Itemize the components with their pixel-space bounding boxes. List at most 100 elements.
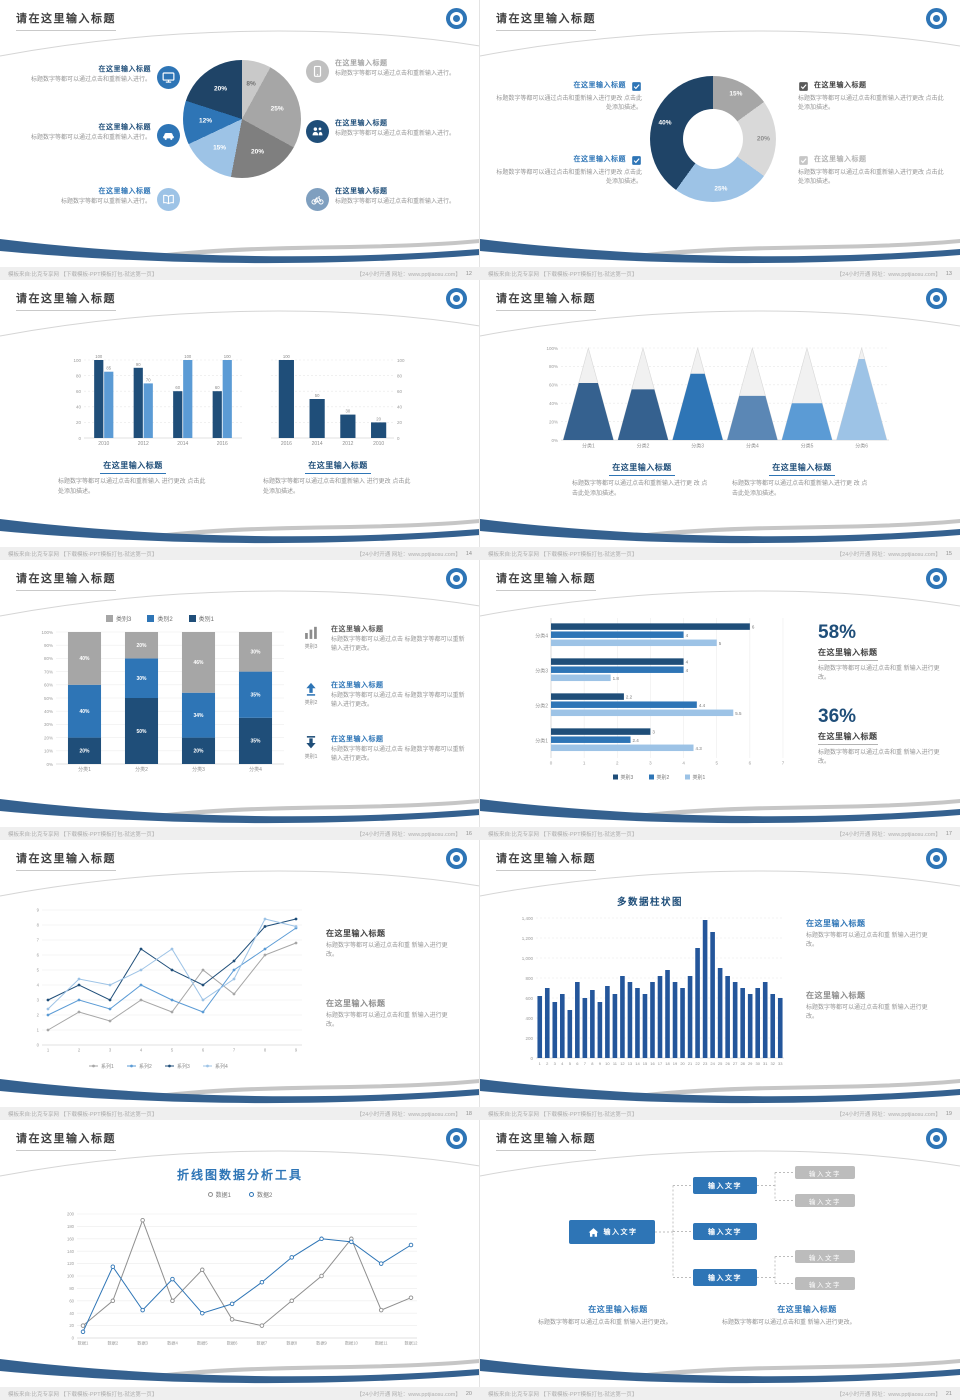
item-title: 在这里输入标题 (335, 188, 388, 195)
svg-text:1,400: 1,400 (522, 916, 534, 921)
svg-text:50%: 50% (44, 696, 53, 701)
org-leaf-box[interactable]: 输入文字 (795, 1250, 855, 1263)
svg-text:70%: 70% (44, 669, 53, 674)
svg-text:23: 23 (703, 1061, 708, 1066)
org-child-box[interactable]: 输入文字 (693, 1223, 757, 1240)
svg-text:4: 4 (686, 633, 689, 638)
block-title: 在这里输入标题 (326, 929, 386, 938)
footer-left-text: 模板来自:比克专享网 【下载模板-PPT模板打包-就这第一页】 (488, 1391, 638, 1398)
slide-footer: 模板来自:比克专享网 【下载模板-PPT模板打包-就这第一页】 【24小时开通 网… (480, 267, 960, 280)
slide-page-14[interactable]: 请在这里输入标题 模板来自:比克专享网 【下载模板-PPT模板打包-就这第一页】 【… (0, 279, 481, 561)
checkbox-icon[interactable] (798, 155, 809, 166)
home-icon (587, 1226, 600, 1239)
svg-text:100: 100 (283, 354, 291, 359)
org-root-box[interactable]: 输入文字 (569, 1220, 655, 1244)
grouped-bar-chart: 0 20 40 60 80 100 100 85 2010 90 70 2012 60 100 2014 60… (58, 350, 248, 450)
slide-title: 请在这里输入标题 (16, 570, 116, 591)
svg-text:5: 5 (719, 641, 722, 646)
slide-title: 请在这里输入标题 (496, 570, 596, 591)
school-logo-icon (926, 1128, 947, 1149)
svg-text:数据8: 数据8 (286, 1340, 297, 1347)
org-box-label: 输入文字 (708, 1182, 742, 1190)
slide-footer: 模板来自:比克专享网 【下载模板-PPT模板打包-就这第一页】 【24小时开通 网… (0, 1107, 480, 1120)
logo-inner-ring (450, 852, 463, 865)
svg-text:0: 0 (37, 1043, 40, 1048)
svg-text:100: 100 (184, 354, 192, 359)
svg-text:30%: 30% (44, 722, 53, 727)
svg-text:5: 5 (37, 968, 40, 973)
svg-text:20%: 20% (549, 419, 558, 424)
block-text: 标题数字等都可以通过点击和重新输入进行更 改 点击此处添加描述。 (572, 481, 708, 497)
svg-text:24: 24 (710, 1061, 715, 1066)
svg-text:140: 140 (67, 1249, 75, 1254)
top-curve-decoration (480, 310, 960, 337)
svg-text:200: 200 (67, 1212, 75, 1217)
item-text: 标题数字等都可以通过点击和重新输入进行。 (335, 131, 456, 137)
svg-text:4: 4 (140, 1048, 143, 1053)
org-leaf-box[interactable]: 输入文字 (795, 1194, 855, 1207)
block-title: 在这里输入标题 (100, 460, 166, 474)
bottom-swoosh-decoration (480, 1359, 960, 1384)
list-item: 在这里输入标题 标题数字等都可以通过点击和重新输入进行更改 点击此处添加描述。 (494, 80, 642, 114)
footer-left-text: 模板来自:比克专享网 【下载模板-PPT模板打包-就这第一页】 (488, 831, 638, 838)
legend-label: 数据1 (215, 1193, 231, 1199)
svg-text:类别2: 类别2 (657, 774, 670, 781)
slide-footer: 模板来自:比克专享网 【下载模板-PPT模板打包-就这第一页】 【24小时开通 网… (0, 1387, 480, 1400)
svg-text:70: 70 (146, 377, 151, 382)
svg-text:19: 19 (673, 1061, 678, 1066)
stat-value: 36% (818, 706, 857, 727)
block-title: 在这里输入标题 (777, 1305, 837, 1314)
slide-page-12[interactable]: 请在这里输入标题 模板来自:比克专享网 【下载模板-PPT模板打包-就这第一页】 【… (0, 0, 481, 281)
org-child-box[interactable]: 输入文字 (693, 1269, 757, 1286)
svg-text:4: 4 (37, 983, 40, 988)
item-title: 在这里输入标题 (814, 156, 867, 163)
slide-page-19[interactable]: 请在这里输入标题 模板来自:比克专享网 【下载模板-PPT模板打包-就这第一页】 【… (479, 839, 960, 1121)
bottom-swoosh-decoration (0, 239, 480, 264)
svg-text:40: 40 (76, 405, 82, 410)
footer-left-text: 模板来自:比克专享网 【下载模板-PPT模板打包-就这第一页】 (8, 1391, 158, 1398)
line-chart: 0 1 2 3 4 5 6 7 8 9 1 2 3 4 5 6 7 8 9 系列1 系列2 系列3 系列4 (20, 904, 310, 1072)
svg-text:0%: 0% (46, 762, 53, 767)
svg-text:7: 7 (584, 1061, 587, 1066)
org-box-label: 输入文字 (708, 1274, 742, 1282)
slide-title: 请在这里输入标题 (496, 10, 596, 31)
svg-text:3: 3 (649, 761, 652, 766)
org-leaf-box[interactable]: 输入文字 (795, 1277, 855, 1290)
checkbox-icon[interactable] (631, 155, 642, 166)
slide-page-18[interactable]: 请在这里输入标题 模板来自:比克专享网 【下载模板-PPT模板打包-就这第一页】 【… (0, 839, 481, 1121)
svg-text:5.5: 5.5 (735, 711, 742, 716)
slide-footer: 模板来自:比克专享网 【下载模板-PPT模板打包-就这第一页】 【24小时开通 网… (0, 547, 480, 560)
svg-text:8: 8 (591, 1061, 594, 1066)
slide-title: 请在这里输入标题 (496, 850, 596, 871)
svg-text:2.4: 2.4 (633, 738, 640, 743)
footer-left-text: 模板来自:比克专享网 【下载模板-PPT模板打包-就这第一页】 (8, 551, 158, 558)
svg-text:34%: 34% (193, 713, 204, 719)
org-child-box[interactable]: 输入文字 (693, 1177, 757, 1194)
slide-page-16[interactable]: 请在这里输入标题 模板来自:比克专享网 【下载模板-PPT模板打包-就这第一页】 【… (0, 559, 481, 841)
slide-page-15[interactable]: 请在这里输入标题 模板来自:比克专享网 【下载模板-PPT模板打包-就这第一页】 【… (479, 279, 960, 561)
svg-text:数据10: 数据10 (345, 1340, 359, 1347)
svg-text:数据4: 数据4 (167, 1340, 178, 1347)
svg-text:600: 600 (525, 996, 533, 1001)
slide-page-17[interactable]: 请在这里输入标题 模板来自:比克专享网 【下载模板-PPT模板打包-就这第一页】 【… (479, 559, 960, 841)
block-title: 在这里输入标题 (609, 462, 675, 476)
checkbox-icon[interactable] (798, 81, 809, 92)
school-logo-icon (926, 8, 947, 29)
slide-page-13[interactable]: 请在这里输入标题模板来自:比克专享网 【下载模板-PPT模板打包-就这第一页】 【… (479, 0, 960, 281)
item-title: 在这里输入标题 (98, 188, 151, 195)
text-block: 在这里输入标题 标题数字等都可以通过点击和重 新输入进行更改。 (722, 1304, 892, 1329)
legend-item: 类别3 (105, 614, 131, 623)
page-number: 16 (465, 830, 472, 837)
svg-text:1: 1 (47, 1048, 50, 1053)
slide-page-21[interactable]: 请在这里输入标题 模板来自:比克专享网 【下载模板-PPT模板打包-就这第一页】 【… (479, 1119, 960, 1400)
org-leaf-box[interactable]: 输入文字 (795, 1166, 855, 1179)
footer-right-text: 【24小时开通 网址：www.pptjiaosu.com】 (356, 831, 461, 838)
pyramid-chart: 0% 20% 40% 60% 80% 100% 分类1 分类2 分类3 分类4 分类5 分类6 (535, 340, 895, 452)
svg-text:20%: 20% (136, 643, 147, 649)
svg-text:0: 0 (530, 1056, 533, 1061)
slide-page-20[interactable]: 请在这里输入标题 模板来自:比克专享网 【下载模板-PPT模板打包-就这第一页】 【… (0, 1119, 481, 1400)
item-text: 标题数字等都可以通过点击 标题数字等都可以重新输入进行更改。 (331, 637, 465, 653)
checkbox-icon[interactable] (631, 81, 642, 92)
svg-text:2010: 2010 (373, 441, 384, 447)
svg-text:11: 11 (613, 1061, 618, 1066)
